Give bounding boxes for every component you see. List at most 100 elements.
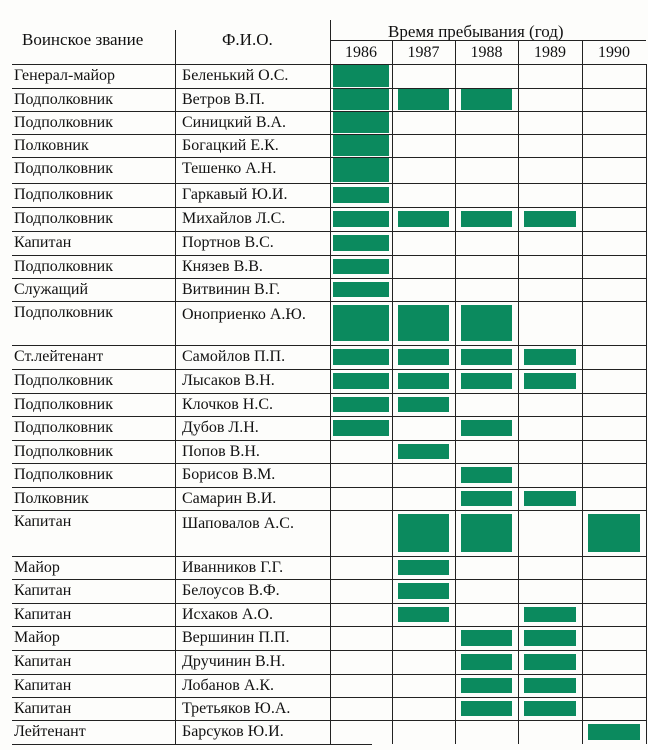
year-cell-border — [518, 301, 519, 345]
presence-bar-1986 — [333, 259, 389, 274]
name-cell: Попов В.Н. — [182, 443, 260, 460]
year-cell-border — [455, 697, 456, 720]
year-cell-border — [646, 183, 647, 207]
presence-bar-1987 — [398, 514, 449, 552]
presence-bar-1988 — [461, 467, 512, 483]
presence-bar-1988 — [461, 89, 512, 110]
rank-cell: Ст.лейтенант — [14, 348, 104, 365]
year-cell-border — [582, 157, 583, 183]
year-cell-border — [455, 579, 456, 603]
header-name: Ф.И.О. — [222, 30, 273, 49]
year-cell-border — [455, 463, 456, 487]
rank-cell: Подполковник — [14, 443, 113, 460]
rank-cell: Подполковник — [14, 304, 113, 321]
year-cell-border — [455, 255, 456, 278]
row-rule — [12, 393, 646, 394]
presence-bar-1988 — [461, 630, 512, 646]
rank-cell: Подполковник — [14, 186, 113, 203]
row-rule — [12, 369, 646, 370]
name-cell: Князев В.В. — [182, 258, 263, 275]
year-cell-border — [518, 64, 519, 88]
name-cell: Дубов Л.Н. — [182, 419, 259, 436]
year-cell-border — [646, 720, 647, 744]
rank-cell: Служащий — [14, 281, 89, 298]
row-rule — [12, 579, 646, 580]
year-cell-border — [646, 111, 647, 134]
presence-bar-1986 — [333, 420, 389, 436]
year-cell-border — [455, 111, 456, 134]
presence-bar-1986 — [333, 397, 389, 412]
header-period: Время пребывания (год) — [388, 22, 564, 41]
year-cell-border — [392, 579, 393, 603]
rank-cell: Капитан — [14, 700, 72, 717]
year-label-1988: 1988 — [470, 44, 503, 61]
year-cell-border — [518, 134, 519, 157]
presence-bar-1988 — [461, 305, 512, 341]
year-cell-border — [518, 674, 519, 697]
year-cell-border — [392, 207, 393, 231]
year-cell-border — [392, 697, 393, 720]
year-col-separator — [582, 40, 583, 64]
row-rule — [12, 231, 646, 232]
row-rule — [12, 88, 646, 89]
row-rule — [12, 345, 646, 346]
year-cell-border — [646, 579, 647, 603]
year-label-1987: 1987 — [407, 44, 440, 61]
year-cell-border — [392, 556, 393, 579]
year-cell-border — [582, 720, 583, 744]
row-rule — [12, 278, 646, 279]
year-cell-border — [646, 393, 647, 416]
year-cell-border — [518, 88, 519, 111]
year-cell-border — [392, 720, 393, 744]
presence-bar-1986 — [333, 112, 389, 133]
year-cell-border — [646, 278, 647, 301]
rank-cell: Капитан — [14, 653, 72, 670]
year-cell-border — [455, 207, 456, 231]
row-rule — [12, 603, 646, 604]
year-cell-border — [455, 88, 456, 111]
year-cell-border — [518, 111, 519, 134]
year-cell-border — [392, 231, 393, 255]
row-rule — [12, 301, 646, 302]
year-cell-border — [518, 463, 519, 487]
year-cell-border — [455, 183, 456, 207]
year-label-1989: 1989 — [534, 44, 566, 61]
row-rule — [12, 510, 646, 511]
row-rule — [12, 697, 646, 698]
year-cell-border — [582, 556, 583, 579]
year-cell-border — [455, 440, 456, 463]
presence-bar-1988 — [461, 701, 512, 716]
year-cell-border — [455, 64, 456, 88]
year-cell-border — [392, 183, 393, 207]
name-cell: Оноприенко А.Ю. — [182, 306, 306, 323]
rank-cell: Капитан — [14, 582, 72, 599]
name-cell: Клочков Н.С. — [182, 396, 274, 413]
year-cell-border — [646, 134, 647, 157]
year-cell-border — [518, 393, 519, 416]
year-cell-border — [518, 603, 519, 626]
year-cell-border — [518, 697, 519, 720]
presence-bar-1986 — [333, 211, 389, 227]
year-label-1990: 1990 — [598, 44, 630, 61]
rank-cell: Полковник — [14, 490, 89, 507]
presence-bar-1986 — [333, 373, 389, 389]
name-cell: Лысаков В.Н. — [182, 372, 275, 389]
year-cell-border — [646, 626, 647, 650]
year-cell-border — [582, 510, 583, 556]
rank-cell: Полковник — [14, 137, 89, 154]
row-rule — [12, 463, 646, 464]
year-cell-border — [392, 64, 393, 88]
year-cell-border — [582, 393, 583, 416]
presence-bar-1986 — [333, 235, 389, 251]
presence-bar-1986 — [333, 135, 389, 156]
year-col-separator — [392, 40, 393, 64]
year-cell-border — [455, 278, 456, 301]
name-cell: Витвинин В.Г. — [182, 281, 281, 298]
year-cell-border — [582, 579, 583, 603]
year-cell-border — [518, 345, 519, 369]
year-cell-border — [455, 487, 456, 510]
year-cell-border — [392, 157, 393, 183]
year-cell-border — [518, 556, 519, 579]
year-cell-border — [582, 369, 583, 393]
year-cell-border — [392, 510, 393, 556]
